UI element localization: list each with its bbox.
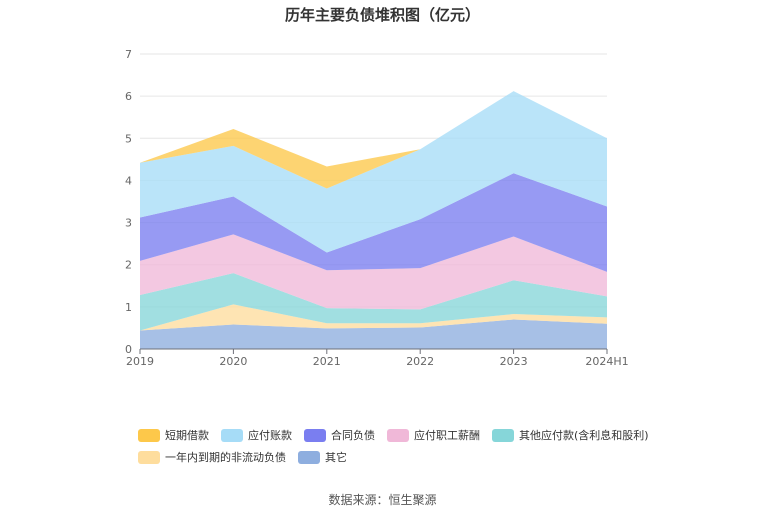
legend: 短期借款 应付账款 合同负债 应付职工薪酬 其他应付款(含利息和股利) 一年内到期的非流动… [138, 424, 658, 468]
x-tick-label: 2022 [406, 355, 434, 368]
y-tick-label: 4 [125, 174, 132, 187]
y-tick-label: 0 [125, 343, 132, 356]
legend-item[interactable]: 合同负债 [304, 427, 375, 443]
legend-label: 应付职工薪酬 [414, 429, 480, 442]
legend-swatch [221, 428, 243, 442]
area-series [140, 91, 607, 349]
legend-item[interactable]: 其他应付款(含利息和股利) [492, 427, 649, 443]
legend-swatch [298, 450, 320, 464]
legend-swatch [138, 450, 160, 464]
area-series-2 [140, 273, 607, 331]
legend-swatch [492, 428, 514, 442]
area-series-4 [140, 173, 607, 272]
legend-swatch [387, 428, 409, 442]
x-tick-label: 2024H1 [585, 355, 628, 368]
y-tick-label: 3 [125, 217, 132, 230]
legend-row: 一年内到期的非流动负债 其它 [138, 446, 658, 468]
y-tick-label: 2 [125, 259, 132, 272]
chart-title: 历年主要负债堆积图（亿元） [284, 6, 480, 24]
x-tick-label: 2023 [500, 355, 528, 368]
area-series-5 [140, 91, 607, 253]
area-series-1 [140, 304, 607, 331]
x-tick-label: 2020 [219, 355, 247, 368]
area-series-6 [140, 91, 607, 189]
x-tick-label: 2019 [126, 355, 154, 368]
legend-swatch [138, 428, 160, 442]
legend-label: 短期借款 [165, 429, 209, 442]
axes: 0 1 2 3 4 5 6 7 2019 2020 2021 2022 2023 2024H1 [125, 48, 629, 368]
source-note: 数据来源：恒生聚源 [328, 493, 437, 507]
legend-label: 应付账款 [248, 429, 292, 442]
legend-item[interactable]: 一年内到期的非流动负债 [138, 449, 286, 465]
y-tick-label: 5 [125, 132, 132, 145]
x-tick-label: 2021 [313, 355, 341, 368]
area-series-0 [140, 319, 607, 349]
legend-row: 短期借款 应付账款 合同负债 应付职工薪酬 其他应付款(含利息和股利) [138, 424, 658, 446]
legend-label: 一年内到期的非流动负债 [165, 451, 286, 464]
legend-item[interactable]: 短期借款 [138, 427, 209, 443]
y-tick-label: 7 [125, 48, 132, 61]
legend-swatch [304, 428, 326, 442]
legend-label: 其它 [325, 451, 347, 464]
legend-label: 其他应付款(含利息和股利) [519, 429, 649, 442]
legend-label: 合同负债 [331, 429, 375, 442]
legend-item[interactable]: 应付职工薪酬 [387, 427, 480, 443]
area-series-3 [140, 234, 607, 310]
legend-item[interactable]: 其它 [298, 449, 347, 465]
legend-item[interactable]: 应付账款 [221, 427, 292, 443]
y-tick-label: 1 [125, 301, 132, 314]
y-tick-label: 6 [125, 90, 132, 103]
